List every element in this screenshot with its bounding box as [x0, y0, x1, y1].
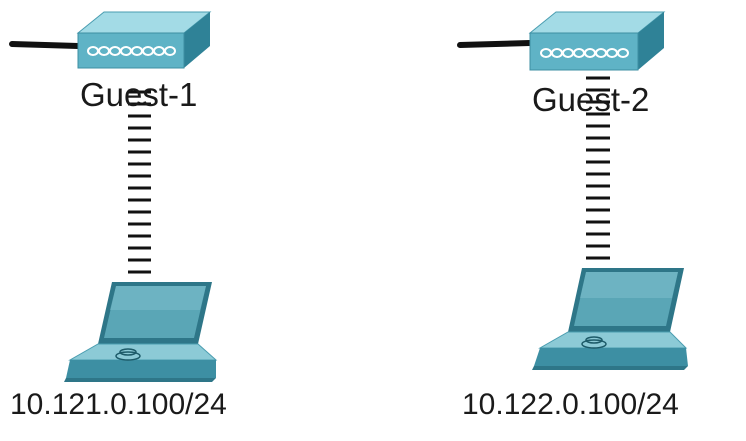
- laptop-icon: [64, 282, 218, 382]
- wireless-link-icon: [128, 90, 151, 274]
- laptop-icon: [532, 268, 688, 370]
- device-label-guest-2: Guest-2: [532, 81, 650, 118]
- uplink-cable: [9, 41, 81, 49]
- device-label-guest-1: Guest-1: [80, 76, 198, 113]
- device-group-guest-1: [9, 11, 218, 382]
- device-group-guest-2: [457, 11, 688, 370]
- wireless-access-point-icon: [76, 11, 212, 69]
- ip-address-label-2: 10.122.0.100/24: [462, 388, 679, 421]
- wireless-link-icon: [586, 76, 610, 260]
- uplink-cable: [457, 40, 533, 48]
- ip-address-label-1: 10.121.0.100/24: [10, 388, 227, 421]
- wireless-access-point-icon: [528, 11, 666, 71]
